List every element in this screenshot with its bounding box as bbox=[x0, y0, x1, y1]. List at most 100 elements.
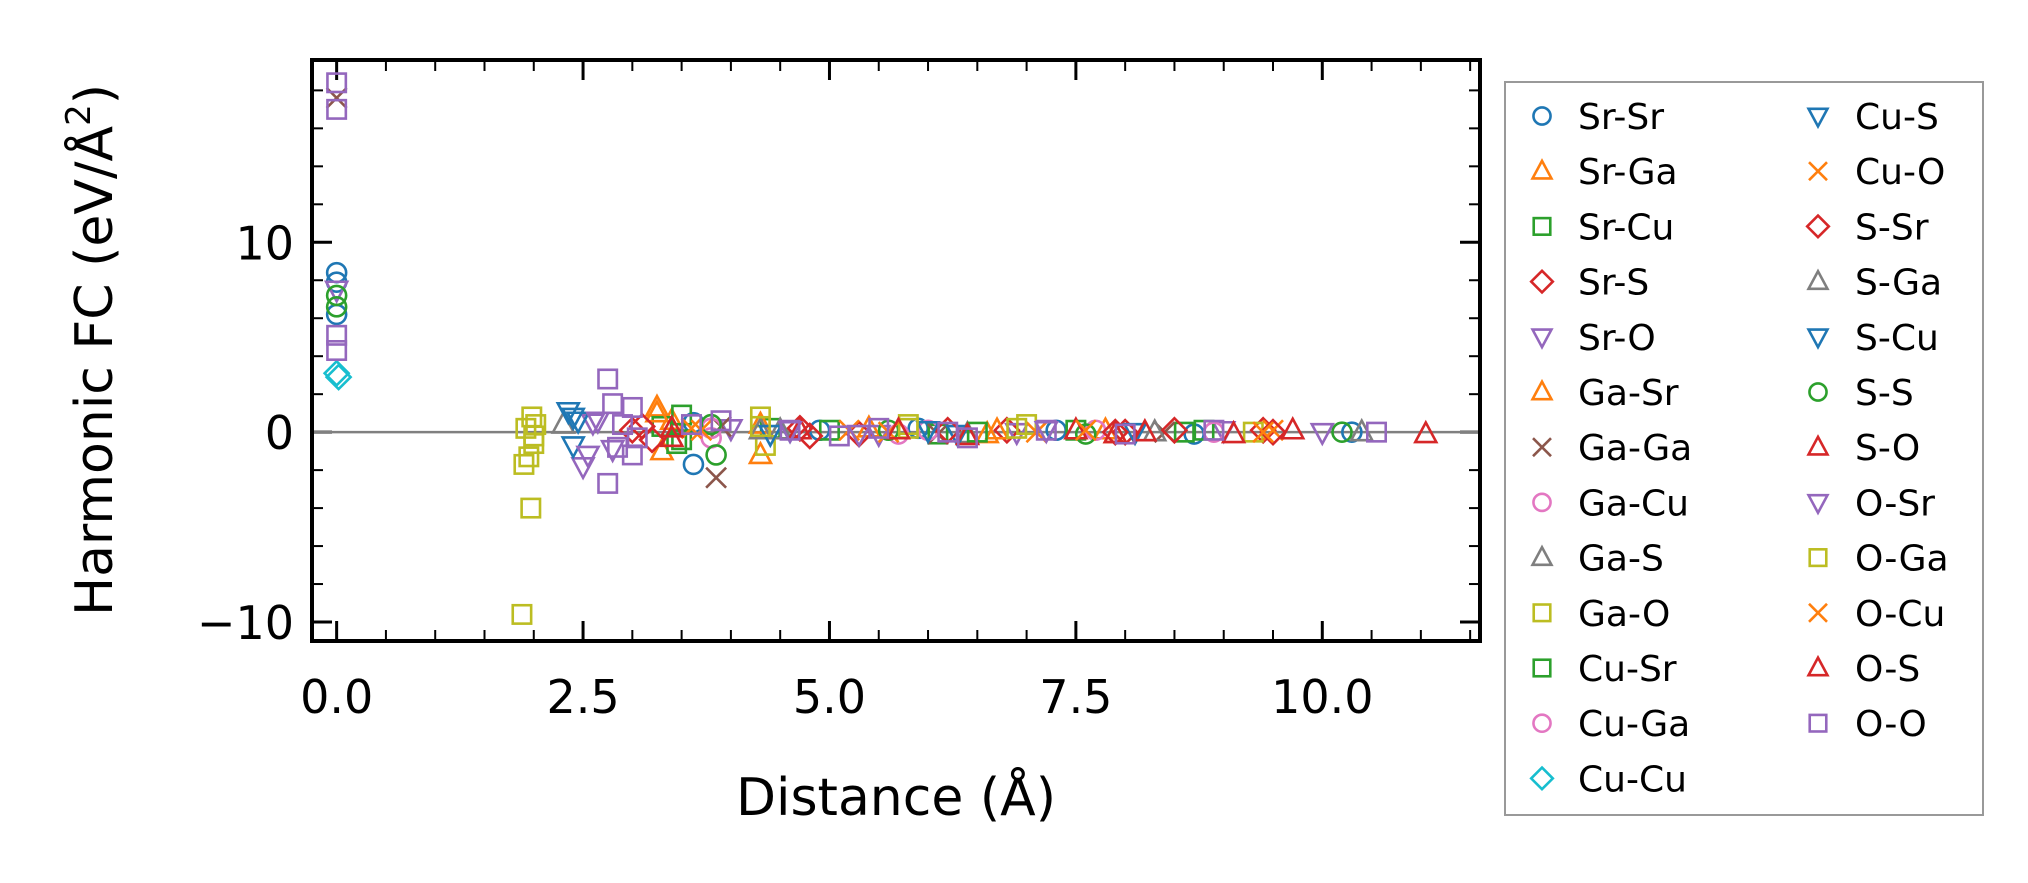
x-tick-label: 7.5 bbox=[1039, 670, 1112, 724]
data-point bbox=[523, 425, 545, 447]
data-point bbox=[1366, 421, 1388, 443]
data-point bbox=[326, 324, 348, 346]
legend-label: Sr-Ga bbox=[1578, 152, 1678, 193]
data-point bbox=[1114, 423, 1136, 445]
data-point bbox=[1074, 423, 1097, 445]
data-point bbox=[513, 453, 535, 475]
legend-marker bbox=[1530, 544, 1554, 567]
x-tick-label: 0.0 bbox=[300, 670, 373, 724]
data-point bbox=[984, 416, 1010, 440]
data-point bbox=[621, 396, 643, 418]
legend-entry: Cu-Ga bbox=[1532, 704, 1690, 745]
data-point bbox=[682, 453, 705, 476]
data-point bbox=[937, 421, 959, 443]
legend-marker bbox=[1806, 107, 1830, 130]
y-axis-label-superscript: 2 bbox=[59, 104, 99, 126]
legend-label: O-Ga bbox=[1855, 539, 1949, 580]
data-point bbox=[846, 424, 872, 449]
data-point bbox=[747, 410, 774, 434]
data-point bbox=[1252, 421, 1275, 444]
x-axis-label: Distance (Å) bbox=[736, 766, 1056, 828]
data-points bbox=[322, 72, 1439, 625]
legend-marker bbox=[1806, 434, 1830, 456]
legend-marker bbox=[1808, 161, 1828, 182]
data-point bbox=[1063, 416, 1089, 440]
series-S-S bbox=[325, 284, 1353, 466]
legend-entry: Cu-Cu bbox=[1529, 759, 1687, 800]
data-point bbox=[956, 427, 978, 449]
data-point bbox=[1132, 417, 1158, 442]
legend-entry: S-O bbox=[1806, 428, 1920, 469]
data-point bbox=[954, 421, 981, 446]
data-point bbox=[324, 363, 353, 391]
legend-label: S-O bbox=[1855, 428, 1920, 469]
legend-label: S-Cu bbox=[1855, 318, 1939, 359]
tick-labels: 0.0 2.5 5.0 7.5 10.0 −10 0 10 bbox=[197, 216, 1374, 724]
data-point bbox=[607, 436, 629, 458]
data-point bbox=[1220, 419, 1247, 444]
legend-label: Ga-Sr bbox=[1578, 373, 1679, 414]
data-point bbox=[580, 413, 606, 437]
legend-marker bbox=[1529, 765, 1555, 792]
legend-marker bbox=[1532, 437, 1552, 458]
legend-marker bbox=[1806, 268, 1830, 291]
legend-marker bbox=[1529, 268, 1555, 295]
legend-label: O-Cu bbox=[1855, 594, 1945, 635]
y-axis-label-main: Harmonic FC (eV/Å bbox=[63, 125, 125, 616]
legend-marker bbox=[1808, 382, 1828, 402]
data-point bbox=[520, 497, 542, 519]
data-point bbox=[325, 296, 348, 318]
data-point bbox=[323, 280, 350, 304]
legend-entry: S-S bbox=[1808, 373, 1914, 414]
data-point bbox=[749, 415, 771, 437]
series-Cu-Cu bbox=[322, 359, 353, 391]
legend-entry: Sr-S bbox=[1529, 263, 1649, 304]
legend-marker bbox=[1532, 216, 1552, 236]
data-point bbox=[1173, 421, 1195, 443]
data-point bbox=[565, 411, 591, 435]
data-point bbox=[628, 412, 657, 441]
data-point bbox=[1341, 421, 1363, 443]
data-point bbox=[1074, 419, 1097, 442]
legend-entry: Ga-Ga bbox=[1532, 428, 1692, 469]
data-point bbox=[560, 407, 586, 432]
legend-label: S-Sr bbox=[1855, 207, 1929, 248]
data-point bbox=[326, 72, 348, 94]
data-point bbox=[1203, 419, 1225, 441]
legend-entry: Cu-O bbox=[1808, 152, 1945, 193]
data-point bbox=[993, 416, 1021, 445]
legend-label: Ga-Ga bbox=[1578, 428, 1692, 469]
legend-label: Ga-Cu bbox=[1578, 483, 1689, 524]
data-point bbox=[597, 472, 619, 494]
data-point bbox=[1035, 419, 1057, 441]
data-point bbox=[602, 393, 624, 415]
legend-entry: Sr-O bbox=[1530, 318, 1656, 359]
legend-label: O-O bbox=[1855, 704, 1927, 745]
legend-label: Cu-Ga bbox=[1578, 704, 1690, 745]
data-point bbox=[1309, 422, 1335, 447]
legend-marker bbox=[1532, 658, 1552, 678]
y-tick-label: 0 bbox=[265, 406, 294, 460]
data-point bbox=[597, 368, 619, 390]
legend-marker bbox=[1532, 492, 1552, 513]
x-tick-label: 2.5 bbox=[546, 670, 619, 724]
legend-entry: S-Ga bbox=[1806, 263, 1942, 304]
legend-entry: Cu-Sr bbox=[1532, 649, 1677, 690]
data-point bbox=[618, 416, 647, 445]
y-tick-label: −10 bbox=[197, 596, 294, 650]
legend-marker bbox=[1530, 158, 1554, 180]
legend-label: Cu-O bbox=[1855, 152, 1945, 193]
data-point bbox=[515, 417, 537, 439]
legend-marker bbox=[1532, 713, 1552, 734]
legend-marker bbox=[1808, 602, 1828, 623]
legend-label: Ga-O bbox=[1578, 594, 1670, 635]
data-point bbox=[705, 466, 728, 489]
data-point bbox=[575, 445, 601, 470]
legend-label: S-S bbox=[1855, 373, 1914, 414]
data-point bbox=[885, 416, 912, 440]
legend-label: Sr-Cu bbox=[1578, 207, 1674, 248]
legend-marker bbox=[1808, 548, 1828, 568]
data-point bbox=[915, 420, 941, 445]
legend-marker bbox=[1805, 213, 1831, 240]
series-O-O bbox=[326, 72, 1388, 494]
